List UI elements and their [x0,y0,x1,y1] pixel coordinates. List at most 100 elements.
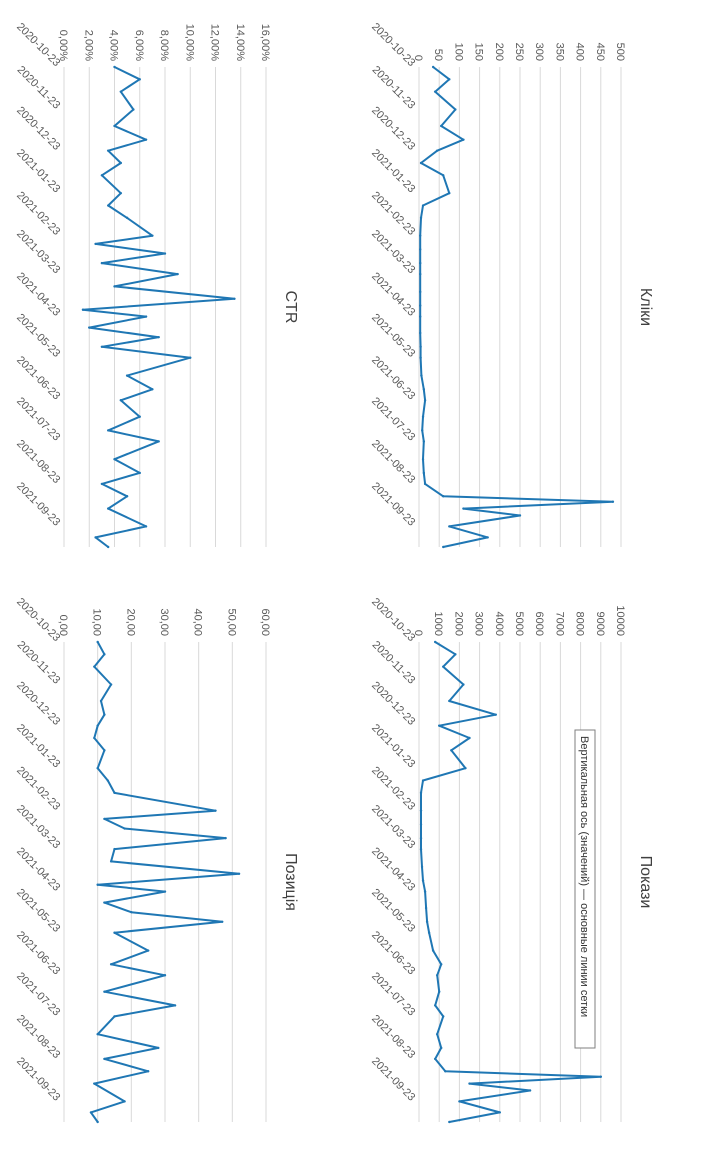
y-tick-label: 20,00 [124,608,136,636]
data-point [106,204,110,207]
data-point [237,872,241,875]
data-point [144,525,148,528]
data-point [468,1082,471,1085]
x-tick-label: 2020-12-23 [369,679,417,727]
data-point [146,949,150,952]
data-point [113,1015,116,1018]
x-tick-label: 2021-09-23 [14,1055,62,1103]
data-point [214,809,217,812]
x-tick-label: 2020-10-23 [14,21,62,69]
data-point [423,890,427,893]
data-point [103,1057,106,1061]
data-point [464,766,467,770]
data-point [433,1057,437,1061]
data-point [422,388,426,391]
y-tick-label: 9000 [594,612,606,636]
data-point [599,1075,603,1078]
y-tick-label: 350 [553,43,565,61]
data-point [233,297,236,300]
y-tick-label: 0 [412,55,424,61]
data-point [419,345,422,348]
data-point [419,847,423,851]
data-point [173,1004,177,1007]
y-tick-label: 150 [473,43,485,61]
data-point [123,1100,126,1103]
data-point [419,823,423,826]
data-point [96,766,99,770]
y-tick-label: 0,00% [57,30,69,61]
x-tick-label: 2021-07-23 [14,970,62,1018]
data-point [125,216,129,220]
x-tick-label: 2021-05-23 [369,887,417,935]
y-tick-label: 2000 [452,612,464,636]
data-point [132,108,135,111]
data-point [144,138,148,141]
chart-3: Позиція 0,00 10,00 20,00 30,00 40,00 50,00 60,0… [14,596,299,1124]
data-point [423,399,427,402]
data-point [106,429,110,432]
y-tick-label: 8,00% [158,30,170,61]
data-point [88,326,91,329]
x-tick-label: 2020-10-23 [14,596,62,644]
x-tick-label: 2020-12-23 [14,104,62,152]
data-point [419,161,423,165]
data-point [94,536,97,539]
data-point [96,724,99,727]
data-point [157,335,160,339]
data-point [454,108,457,111]
data-point [518,514,522,517]
data-point [123,827,126,830]
data-point [433,1004,437,1007]
data-point [421,779,425,782]
y-tick-label: 0,00 [57,615,69,636]
data-point [99,699,103,703]
chart-title: Покази [637,856,654,909]
y-tick-label: 2,00% [82,30,94,61]
data-point [138,415,141,418]
data-point [433,90,437,93]
y-tick-label: 14,00% [234,24,246,62]
data-point [106,149,110,152]
data-point [431,65,435,69]
data-point [419,304,422,307]
data-point [419,248,422,251]
axis-tooltip [574,729,596,1049]
data-point [419,356,422,359]
y-tick-label: 50 [432,49,444,61]
y-tick-label: 3000 [473,612,485,636]
data-point [421,415,425,418]
data-point [109,860,113,863]
data-point [157,440,160,443]
data-point [151,388,154,391]
data-point [444,1070,447,1073]
data-point [442,174,445,177]
y-tick-label: 4000 [493,612,505,636]
x-tick-label: 2020-12-23 [14,679,62,727]
data-point [421,429,424,432]
x-tick-label: 2020-12-23 [369,104,417,152]
y-tick-label: 10,00 [91,608,103,636]
data-point [113,791,116,795]
data-point [119,90,123,93]
data-point [437,990,441,993]
data-point [109,683,113,686]
series-line [81,66,236,548]
x-tick-label: 2020-10-23 [369,21,417,69]
data-point [611,500,615,503]
data-point [421,879,425,882]
data-point [442,665,445,668]
y-tick-label: 1000 [432,612,444,636]
y-tick-label: 250 [513,43,525,61]
chart-title: Кліки [637,288,654,326]
data-point [81,308,85,311]
data-point [189,356,192,359]
data-point [448,191,451,195]
x-tick-label: 2021-01-23 [14,147,62,195]
y-tick-label: 16,00% [259,24,271,62]
x-tick-label: 2021-07-23 [369,395,417,443]
x-tick-label: 2021-05-23 [369,312,417,360]
y-tick-label: 0 [412,630,424,636]
x-tick-label: 2021-08-23 [14,438,62,486]
